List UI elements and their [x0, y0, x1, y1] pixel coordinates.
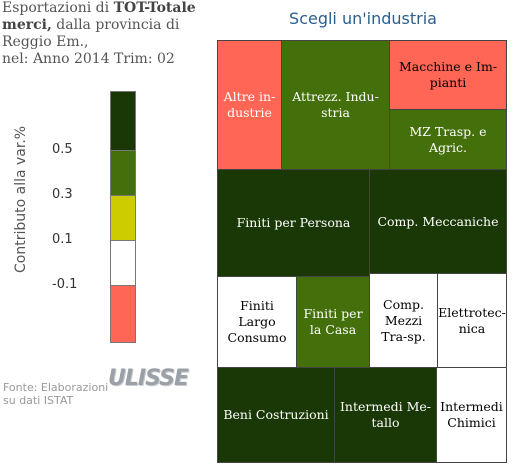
chart-description: Esportazioni di TOT-Totale merci, dalla …: [2, 0, 202, 68]
cell-elettrotecnica[interactable]: Elettrotec-nica: [437, 273, 507, 368]
cell-label: Comp. Mezzi Tra-sp.: [381, 296, 426, 344]
cell-label: Macchine e Im-pianti: [398, 59, 498, 90]
cell-label: Attrezz. Indu-stria: [292, 89, 379, 120]
cell-label: Intermedi Chimici: [440, 399, 503, 430]
cell-label: MZ Trasp. e Agric.: [409, 123, 487, 155]
legend-swatch-yellow: [110, 195, 136, 241]
cell-intermedi-chimici[interactable]: Intermedi Chimici: [436, 367, 507, 463]
color-legend: [110, 91, 136, 343]
cell-label: Beni Costruzioni: [223, 407, 329, 422]
description-province: dalla provincia di Reggio Em.,: [2, 17, 180, 50]
description-prefix: Esportazioni di: [2, 0, 114, 16]
source-note: Fonte: Elaborazioni su dati ISTAT: [3, 381, 113, 407]
ulisse-logo: ULISSE: [108, 366, 189, 391]
legend-tick-0-1: 0.1: [52, 232, 73, 247]
cell-finiti-largo-consumo[interactable]: Finiti Largo Consumo: [217, 276, 297, 368]
treemap-title: Scegli un'industria: [289, 9, 437, 28]
cell-label: Elettrotec-nica: [438, 304, 506, 336]
source-line-1: Fonte: Elaborazioni: [3, 381, 109, 394]
description-period: nel: Anno 2014 Trim: 02: [2, 51, 175, 67]
cell-attrezz-industria[interactable]: Attrezz. Indu-stria: [281, 40, 390, 170]
cell-altre-industrie[interactable]: Altre in-dustrie: [217, 40, 282, 170]
cell-label: Finiti per Persona: [236, 215, 351, 230]
legend-tick-0-3: 0.3: [52, 187, 73, 202]
legend-tick-minus-0-1: -0.1: [52, 277, 78, 292]
legend-swatch-white: [110, 240, 136, 286]
cell-label: Intermedi Me-tallo: [339, 399, 432, 430]
cell-label: Finiti Largo Consumo: [227, 298, 287, 345]
cell-mz-trasp-agric[interactable]: MZ Trasp. e Agric.: [389, 109, 507, 170]
legend-swatch-red: [110, 285, 136, 343]
cell-finiti-per-la-casa[interactable]: Finiti per la Casa: [296, 276, 370, 368]
cell-label: Finiti per la Casa: [303, 306, 363, 337]
cell-comp-meccaniche[interactable]: Comp. Meccaniche: [369, 169, 507, 274]
cell-label: Comp. Meccaniche: [377, 213, 499, 229]
cell-label: Altre in-dustrie: [223, 89, 276, 120]
cell-beni-costruzioni[interactable]: Beni Costruzioni: [217, 367, 335, 463]
cell-finiti-per-persona[interactable]: Finiti per Persona: [217, 169, 370, 277]
cell-macchine-impianti[interactable]: Macchine e Im-pianti: [389, 40, 507, 110]
legend-tick-0-5: 0.5: [52, 142, 73, 157]
cell-comp-mezzi-trasp[interactable]: Comp. Mezzi Tra-sp.: [369, 273, 438, 368]
source-line-2: su dati ISTAT: [3, 394, 74, 407]
cell-intermedi-metallo[interactable]: Intermedi Me-tallo: [334, 367, 437, 463]
description-product: TOT-Totale merci,: [2, 0, 196, 33]
